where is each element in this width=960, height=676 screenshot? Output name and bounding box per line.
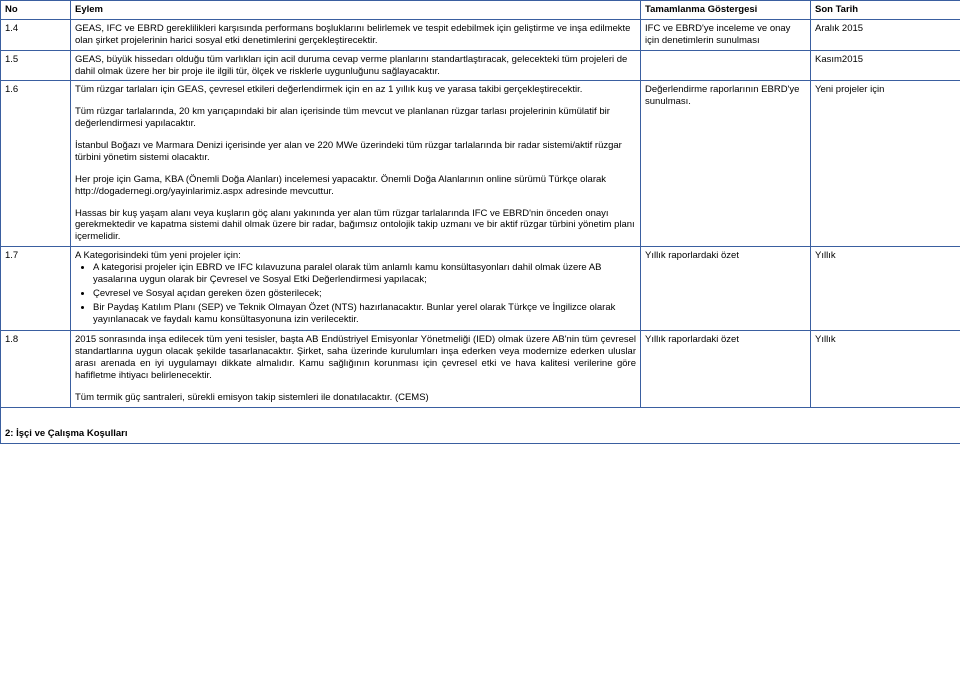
- para: Hassas bir kuş yaşam alanı veya kuşların…: [75, 208, 636, 244]
- header-row: No Eylem Tamamlanma Göstergesi Son Tarih: [1, 1, 960, 20]
- cell-deadline: Kasım2015: [811, 50, 960, 81]
- bullet-list: A kategorisi projeler için EBRD ve IFC k…: [93, 262, 636, 325]
- section-header-row: 2: İşçi ve Çalışma Koşulları: [1, 407, 960, 443]
- table-row: 1.8 2015 sonrasında inşa edilecek tüm ye…: [1, 331, 960, 407]
- cell-no: 1.4: [1, 19, 71, 50]
- table-row: 1.7 A Kategorisindeki tüm yeni projeler …: [1, 247, 960, 331]
- col-deadline: Son Tarih: [811, 1, 960, 20]
- list-item: Bir Paydaş Katılım Planı (SEP) ve Teknik…: [93, 302, 636, 326]
- cell-indicator: Değerlendirme raporlarının EBRD'ye sunul…: [641, 81, 811, 247]
- cell-deadline: Yeni projeler için: [811, 81, 960, 247]
- cell-no: 1.7: [1, 247, 71, 331]
- esap-table: No Eylem Tamamlanma Göstergesi Son Tarih…: [0, 0, 960, 444]
- cell-deadline: Aralık 2015: [811, 19, 960, 50]
- cell-action: GEAS, büyük hissedarı olduğu tüm varlıkl…: [71, 50, 641, 81]
- cell-action: Tüm rüzgar tarlaları için GEAS, çevresel…: [71, 81, 641, 247]
- para: İstanbul Boğazı ve Marmara Denizi içeris…: [75, 140, 636, 164]
- para: A Kategorisindeki tüm yeni projeler için…: [75, 250, 636, 262]
- para: Tüm rüzgar tarlalarında, 20 km yarıçapın…: [75, 106, 636, 130]
- cell-deadline: Yıllık: [811, 331, 960, 407]
- cell-deadline: Yıllık: [811, 247, 960, 331]
- para: Tüm termik güç santraleri, sürekli emisy…: [75, 392, 636, 404]
- list-item: Çevresel ve Sosyal açıdan gereken özen g…: [93, 288, 636, 300]
- col-no: No: [1, 1, 71, 20]
- para: Tüm rüzgar tarlaları için GEAS, çevresel…: [75, 84, 636, 96]
- col-indicator: Tamamlanma Göstergesi: [641, 1, 811, 20]
- cell-no: 1.5: [1, 50, 71, 81]
- cell-no: 1.6: [1, 81, 71, 247]
- list-item: A kategorisi projeler için EBRD ve IFC k…: [93, 262, 636, 286]
- cell-indicator: Yıllık raporlardaki özet: [641, 331, 811, 407]
- cell-action: 2015 sonrasında inşa edilecek tüm yeni t…: [71, 331, 641, 407]
- cell-indicator: IFC ve EBRD'ye inceleme ve onay için den…: [641, 19, 811, 50]
- table-row: 1.4 GEAS, IFC ve EBRD gereklilikleri kar…: [1, 19, 960, 50]
- cell-no: 1.8: [1, 331, 71, 407]
- para: Her proje için Gama, KBA (Önemli Doğa Al…: [75, 174, 636, 198]
- table-row: 1.6 Tüm rüzgar tarlaları için GEAS, çevr…: [1, 81, 960, 247]
- col-action: Eylem: [71, 1, 641, 20]
- cell-action: A Kategorisindeki tüm yeni projeler için…: [71, 247, 641, 331]
- cell-action: GEAS, IFC ve EBRD gereklilikleri karşısı…: [71, 19, 641, 50]
- cell-indicator: [641, 50, 811, 81]
- section-title: 2: İşçi ve Çalışma Koşulları: [1, 407, 960, 443]
- table-row: 1.5 GEAS, büyük hissedarı olduğu tüm var…: [1, 50, 960, 81]
- para: 2015 sonrasında inşa edilecek tüm yeni t…: [75, 334, 636, 382]
- cell-indicator: Yıllık raporlardaki özet: [641, 247, 811, 331]
